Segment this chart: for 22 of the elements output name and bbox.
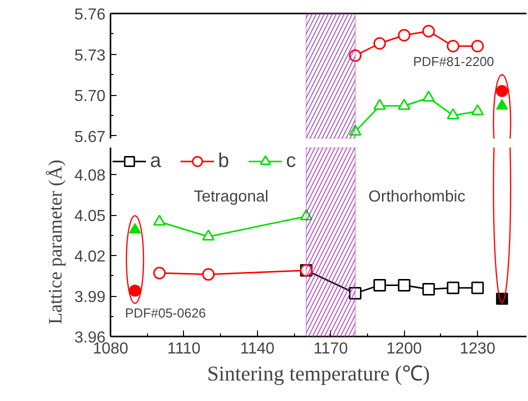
legend-label: a: [150, 150, 162, 172]
y-tick-label: 5.70: [74, 88, 106, 106]
annotation: Tetragonal: [194, 188, 268, 206]
y-tick-label: 4.05: [74, 208, 106, 225]
y-tick-label: 5.76: [74, 6, 106, 24]
legend-label: c: [286, 150, 297, 172]
annotation: Orthorhombic: [368, 188, 466, 206]
legend-label: b: [218, 150, 230, 172]
x-tick-label: 1170: [314, 340, 348, 358]
annotation: PDF#81-2200: [413, 54, 494, 69]
annotation: PDF#05-0626: [124, 306, 206, 321]
x-tick-label: 1200: [386, 340, 422, 358]
y-axis-title: Lattice parameter (Å): [45, 160, 66, 324]
x-tick-label: 1110: [167, 340, 201, 358]
y-tick-label: 4.08: [74, 168, 106, 184]
x-tick-label: 1230: [460, 340, 496, 358]
y-tick-label: 3.99: [74, 289, 106, 306]
y-tick-label: 4.02: [74, 248, 106, 266]
x-tick-label: 1140: [240, 340, 275, 358]
y-tick-label: 5.67: [74, 128, 106, 146]
y-tick-label: 5.73: [74, 47, 106, 64]
x-axis-title: Sintering temperature (℃): [207, 362, 430, 386]
